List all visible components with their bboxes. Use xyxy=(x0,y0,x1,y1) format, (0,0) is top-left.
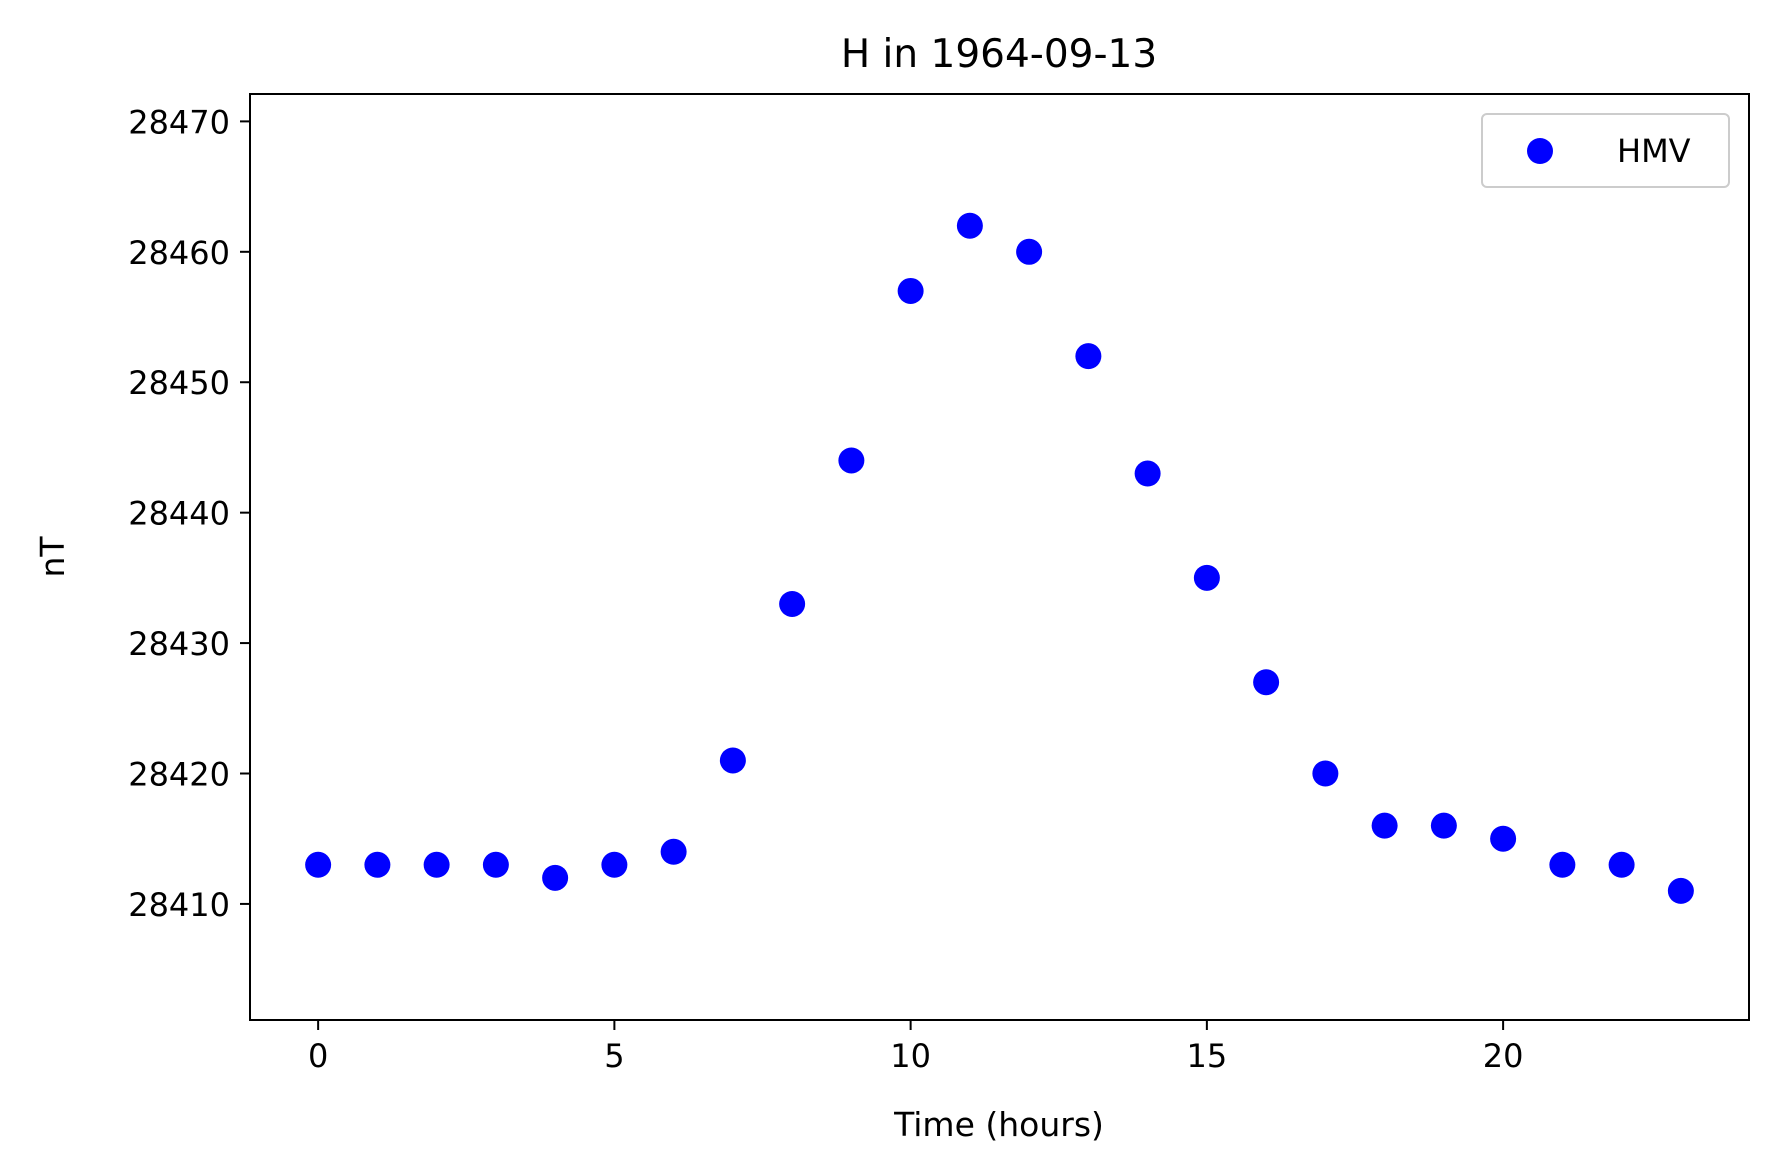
x-tick-label: 10 xyxy=(890,1037,931,1075)
data-point xyxy=(719,747,746,774)
legend-frame xyxy=(1481,113,1730,188)
data-points xyxy=(305,212,1694,904)
y-tick-label: 28430 xyxy=(128,625,230,663)
chart-title: H in 1964-09-13 xyxy=(841,32,1157,77)
data-point xyxy=(838,447,865,474)
data-point xyxy=(1075,343,1102,370)
y-axis-label: nT xyxy=(33,536,72,578)
data-point xyxy=(1134,460,1161,487)
data-point xyxy=(897,277,924,304)
x-axis-ticks: 0 5 10 15 20 xyxy=(308,1020,1524,1075)
y-tick-label: 28420 xyxy=(128,756,230,794)
data-point xyxy=(1371,812,1398,839)
x-tick-label: 0 xyxy=(308,1037,328,1075)
data-point xyxy=(482,851,509,878)
legend-label-hmv: HMV xyxy=(1617,132,1691,170)
data-point xyxy=(305,851,332,878)
y-tick-label: 28440 xyxy=(128,495,230,533)
data-point xyxy=(542,864,569,891)
x-tick-label: 20 xyxy=(1483,1037,1524,1075)
data-point xyxy=(1430,812,1457,839)
plot-area-frame xyxy=(249,93,1750,1021)
data-point xyxy=(1312,760,1339,787)
y-tick-label: 28460 xyxy=(128,234,230,272)
legend: HMV xyxy=(1481,113,1730,188)
y-tick-label: 28470 xyxy=(128,103,230,141)
y-tick-label: 28450 xyxy=(128,364,230,402)
data-point xyxy=(1549,851,1576,878)
data-point xyxy=(1490,825,1517,852)
data-point xyxy=(1667,877,1694,904)
y-tick-label: 28410 xyxy=(128,886,230,924)
data-point xyxy=(956,212,983,239)
data-point xyxy=(423,851,450,878)
data-point xyxy=(1016,238,1043,265)
data-point xyxy=(1608,851,1635,878)
data-point xyxy=(1193,564,1220,591)
x-axis-label: Time (hours) xyxy=(893,1105,1104,1144)
data-point xyxy=(660,838,687,865)
y-axis-ticks: 28410 28420 28430 28440 28450 28460 28470 xyxy=(128,103,250,924)
x-tick-label: 15 xyxy=(1187,1037,1228,1075)
data-point xyxy=(364,851,391,878)
legend-marker-hmv xyxy=(1527,138,1553,164)
data-point xyxy=(601,851,628,878)
data-point xyxy=(1253,669,1280,696)
x-tick-label: 5 xyxy=(604,1037,624,1075)
data-point xyxy=(779,590,806,617)
